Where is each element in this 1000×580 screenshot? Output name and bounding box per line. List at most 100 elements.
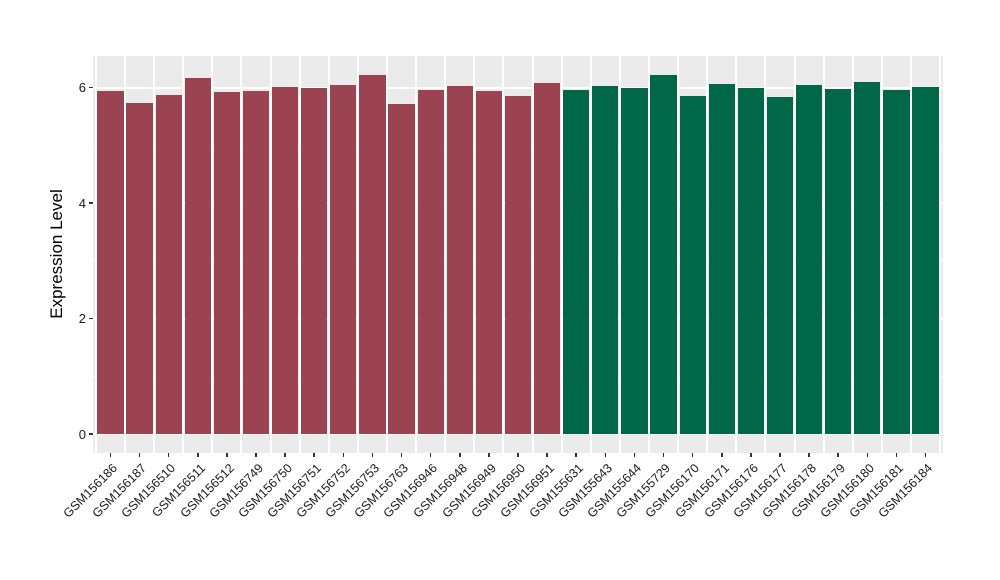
expression-bar — [272, 86, 299, 434]
x-tick-mark — [167, 453, 170, 457]
gridline-vertical — [851, 56, 854, 453]
expression-bar — [621, 87, 648, 434]
x-tick-mark — [779, 453, 781, 457]
x-tick-mark — [138, 453, 141, 457]
x-tick-mark — [721, 453, 723, 457]
x-tick-mark — [924, 453, 927, 457]
expression-bar — [184, 77, 211, 434]
y-tick-mark — [89, 317, 93, 320]
x-tick-mark — [866, 453, 869, 457]
expression-bar — [126, 102, 153, 434]
expression-bar — [330, 84, 357, 434]
x-tick-mark — [808, 453, 810, 457]
expression-bar — [504, 95, 532, 434]
x-tick-mark — [633, 453, 636, 457]
gridline-vertical — [560, 56, 563, 453]
gridline-vertical — [589, 56, 592, 453]
x-tick-mark — [226, 453, 228, 457]
expression-bar — [825, 88, 852, 434]
expression-bar — [359, 74, 386, 434]
y-tick-label: 4 — [78, 195, 86, 211]
x-tick-mark — [197, 453, 199, 457]
x-tick-mark — [750, 453, 752, 457]
expression-bar — [592, 86, 619, 434]
expression-bar — [97, 90, 124, 434]
x-tick-mark — [429, 453, 432, 457]
expression-bar — [912, 87, 939, 434]
expression-bar — [766, 97, 794, 434]
gridline-vertical — [822, 56, 825, 453]
x-tick-mark — [546, 453, 548, 457]
gridline-major-horizontal — [93, 433, 943, 435]
expression-bar — [795, 84, 823, 434]
expression-bar — [301, 88, 328, 434]
expression-bar — [708, 84, 735, 434]
expression-bar — [563, 90, 590, 434]
expression-bar — [475, 90, 502, 434]
plot-panel — [93, 56, 943, 453]
expression-bar — [534, 83, 561, 434]
y-tick-label: 0 — [78, 426, 86, 442]
expression-bar — [446, 86, 473, 434]
x-tick-mark — [517, 453, 519, 457]
y-tick-mark — [89, 86, 93, 89]
expression-bar — [213, 91, 240, 434]
gridline-vertical — [153, 56, 156, 453]
x-tick-mark — [575, 453, 577, 457]
expression-bar — [155, 94, 182, 434]
gridline-vertical — [618, 56, 621, 453]
gridline-vertical — [298, 56, 301, 453]
x-tick-mark — [400, 453, 403, 457]
gridline-vertical — [386, 56, 388, 453]
expression-bar — [854, 82, 881, 434]
gridline-vertical — [444, 56, 447, 453]
gridline-vertical — [706, 56, 709, 453]
x-tick-mark — [604, 453, 607, 457]
gridline-vertical — [473, 56, 476, 453]
gridline-vertical — [677, 56, 680, 453]
expression-bar — [679, 96, 706, 434]
expression-bar — [388, 103, 415, 434]
gridline-vertical — [880, 56, 883, 453]
gridline-vertical — [356, 56, 359, 453]
y-tick-mark — [89, 202, 93, 204]
y-tick-mark — [89, 433, 93, 435]
expression-bar — [883, 90, 910, 434]
y-tick-label: 6 — [78, 80, 86, 96]
x-tick-mark — [459, 453, 461, 457]
gridline-vertical — [735, 56, 738, 453]
expression-bar — [650, 74, 677, 434]
x-tick-mark — [488, 453, 490, 457]
expression-bar — [737, 88, 764, 434]
gridline-vertical — [269, 56, 272, 453]
x-tick-mark — [371, 453, 374, 457]
gridline-vertical — [647, 56, 650, 453]
gridline-vertical — [182, 56, 185, 453]
gridline-vertical — [415, 56, 418, 453]
gridline-vertical — [327, 56, 330, 453]
gridline-major-horizontal — [93, 86, 943, 89]
gridline-vertical — [793, 56, 796, 453]
x-tick-mark — [109, 453, 112, 457]
gridline-vertical — [94, 56, 97, 453]
gridline-vertical — [240, 56, 243, 453]
x-tick-mark — [837, 453, 839, 457]
x-tick-mark — [313, 453, 315, 457]
x-tick-mark — [284, 453, 286, 457]
gridline-vertical — [909, 56, 912, 453]
gridline-vertical — [531, 56, 534, 453]
expression-bar — [242, 90, 270, 434]
x-tick-mark — [662, 453, 665, 457]
x-tick-mark — [895, 453, 898, 457]
gridline-vertical — [764, 56, 767, 453]
y-tick-label: 2 — [78, 311, 86, 327]
gridline-vertical — [502, 56, 505, 453]
expression-bar — [417, 90, 444, 434]
x-tick-mark — [342, 453, 345, 457]
gridline-vertical — [124, 56, 127, 453]
x-tick-mark — [255, 453, 257, 457]
gridline-vertical — [211, 56, 214, 453]
x-tick-mark — [691, 453, 694, 457]
gridline-vertical — [939, 56, 942, 453]
